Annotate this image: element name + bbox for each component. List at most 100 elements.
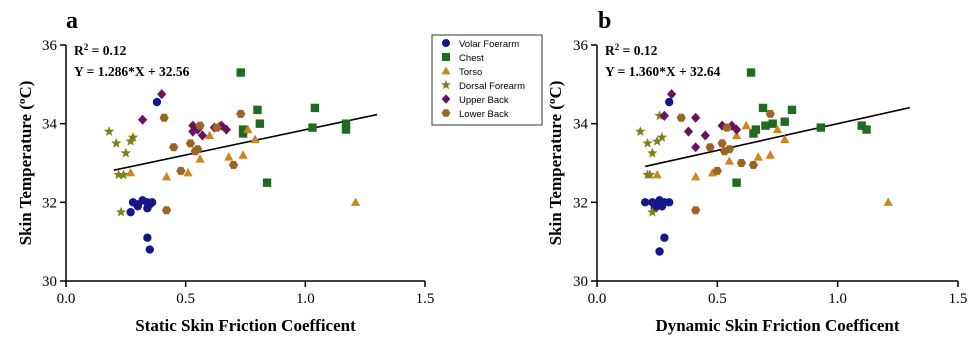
data-point	[183, 168, 193, 177]
y-axis-title-sup: o	[546, 98, 558, 104]
data-point	[724, 145, 734, 154]
data-point	[204, 130, 215, 140]
data-point	[243, 124, 253, 134]
data-point	[350, 197, 361, 206]
y-tick-label: 32	[42, 195, 57, 211]
data-point	[758, 103, 768, 113]
series-lower-back	[676, 109, 775, 215]
series-chest	[236, 68, 351, 187]
data-point	[691, 171, 701, 181]
x-axis-title: Dynamic Skin Friction Coefficent	[655, 316, 899, 335]
data-point	[780, 117, 789, 126]
data-point	[724, 156, 734, 165]
data-point	[642, 137, 653, 148]
data-point	[157, 89, 167, 100]
y-axis-title-unit: C)	[546, 81, 565, 99]
data-point	[152, 97, 162, 107]
data-point	[341, 125, 351, 134]
x-tick-label: 0.0	[57, 291, 76, 307]
data-point	[221, 124, 231, 135]
y-axis-title-sup: o	[16, 98, 28, 104]
series-upper-back	[137, 89, 231, 141]
data-point	[635, 126, 646, 136]
data-point	[700, 130, 710, 141]
data-point	[676, 113, 686, 122]
data-point	[749, 129, 758, 138]
data-point	[126, 207, 135, 217]
data-point	[691, 112, 701, 123]
x-tick-label: 1.5	[949, 291, 968, 307]
data-point	[659, 110, 670, 121]
data-point	[862, 125, 871, 134]
data-point	[647, 206, 658, 217]
data-point	[133, 202, 142, 211]
data-point	[780, 134, 790, 143]
series-lower-back	[159, 109, 246, 215]
data-point	[161, 171, 172, 181]
data-point	[236, 109, 246, 118]
regression-equation: Y = 1.360*X + 32.64	[605, 64, 721, 79]
data-point	[665, 97, 674, 107]
data-point	[683, 126, 694, 137]
data-point	[103, 126, 115, 136]
data-point	[647, 147, 658, 158]
data-point	[159, 113, 169, 122]
legend: Volar Foerarm Chest Torso Dorsal Forearm Upp…	[431, 34, 543, 126]
data-point	[310, 103, 320, 113]
data-point	[731, 130, 742, 140]
x-tick-label: 0.5	[708, 291, 727, 307]
regression-line	[113, 113, 378, 171]
legend-marker	[441, 66, 451, 75]
data-point	[640, 198, 650, 207]
data-point	[883, 197, 893, 206]
data-point	[169, 143, 179, 152]
data-point	[722, 123, 732, 132]
data-point	[666, 89, 677, 100]
data-point	[748, 160, 759, 169]
data-point	[655, 247, 664, 256]
data-point	[691, 206, 701, 215]
data-point	[765, 150, 775, 159]
regression-line	[644, 106, 911, 168]
data-point	[741, 120, 751, 130]
data-point	[253, 105, 262, 115]
r-squared-sup: 2	[615, 42, 620, 52]
r-squared-value: = 0.12	[619, 43, 657, 58]
data-point	[224, 152, 234, 161]
data-point	[147, 198, 157, 207]
data-point	[145, 245, 154, 254]
series-dorsal-forearm	[103, 126, 139, 217]
panel-a: a 0.0 0.5 1.0 1.5 30 32 34 36 Static Skin Frictio…	[16, 8, 434, 335]
legend-box	[431, 34, 543, 126]
data-point	[228, 160, 239, 169]
data-point	[115, 206, 127, 217]
legend-label: Chest	[459, 53, 484, 64]
legend-item: Upper Back	[441, 94, 509, 106]
legend-label: Lower Back	[459, 109, 509, 120]
data-point	[753, 152, 763, 161]
data-point	[731, 124, 742, 135]
y-tick-label: 34	[42, 117, 58, 133]
y-tick-label: 34	[573, 117, 589, 133]
data-point	[652, 200, 662, 209]
data-point	[705, 143, 715, 152]
y-tick-label: 30	[42, 274, 57, 290]
legend-label: Dorsal Forearm	[459, 81, 525, 92]
legend-marker	[442, 53, 450, 61]
data-point	[195, 121, 205, 130]
y-axis-title-text: Skin Temperature (	[16, 104, 35, 246]
data-point	[262, 178, 272, 187]
series-dorsal-forearm	[635, 110, 668, 217]
panel-letter: a	[66, 8, 78, 34]
legend-label: Torso	[459, 67, 482, 78]
data-point	[746, 68, 756, 77]
data-point	[212, 123, 222, 132]
data-point	[193, 145, 203, 154]
data-point	[197, 130, 208, 141]
data-point	[712, 166, 722, 175]
data-point	[765, 109, 775, 118]
y-tick-label: 36	[573, 38, 589, 54]
panel-letter: b	[598, 8, 611, 34]
legend-item: Chest	[442, 53, 484, 64]
